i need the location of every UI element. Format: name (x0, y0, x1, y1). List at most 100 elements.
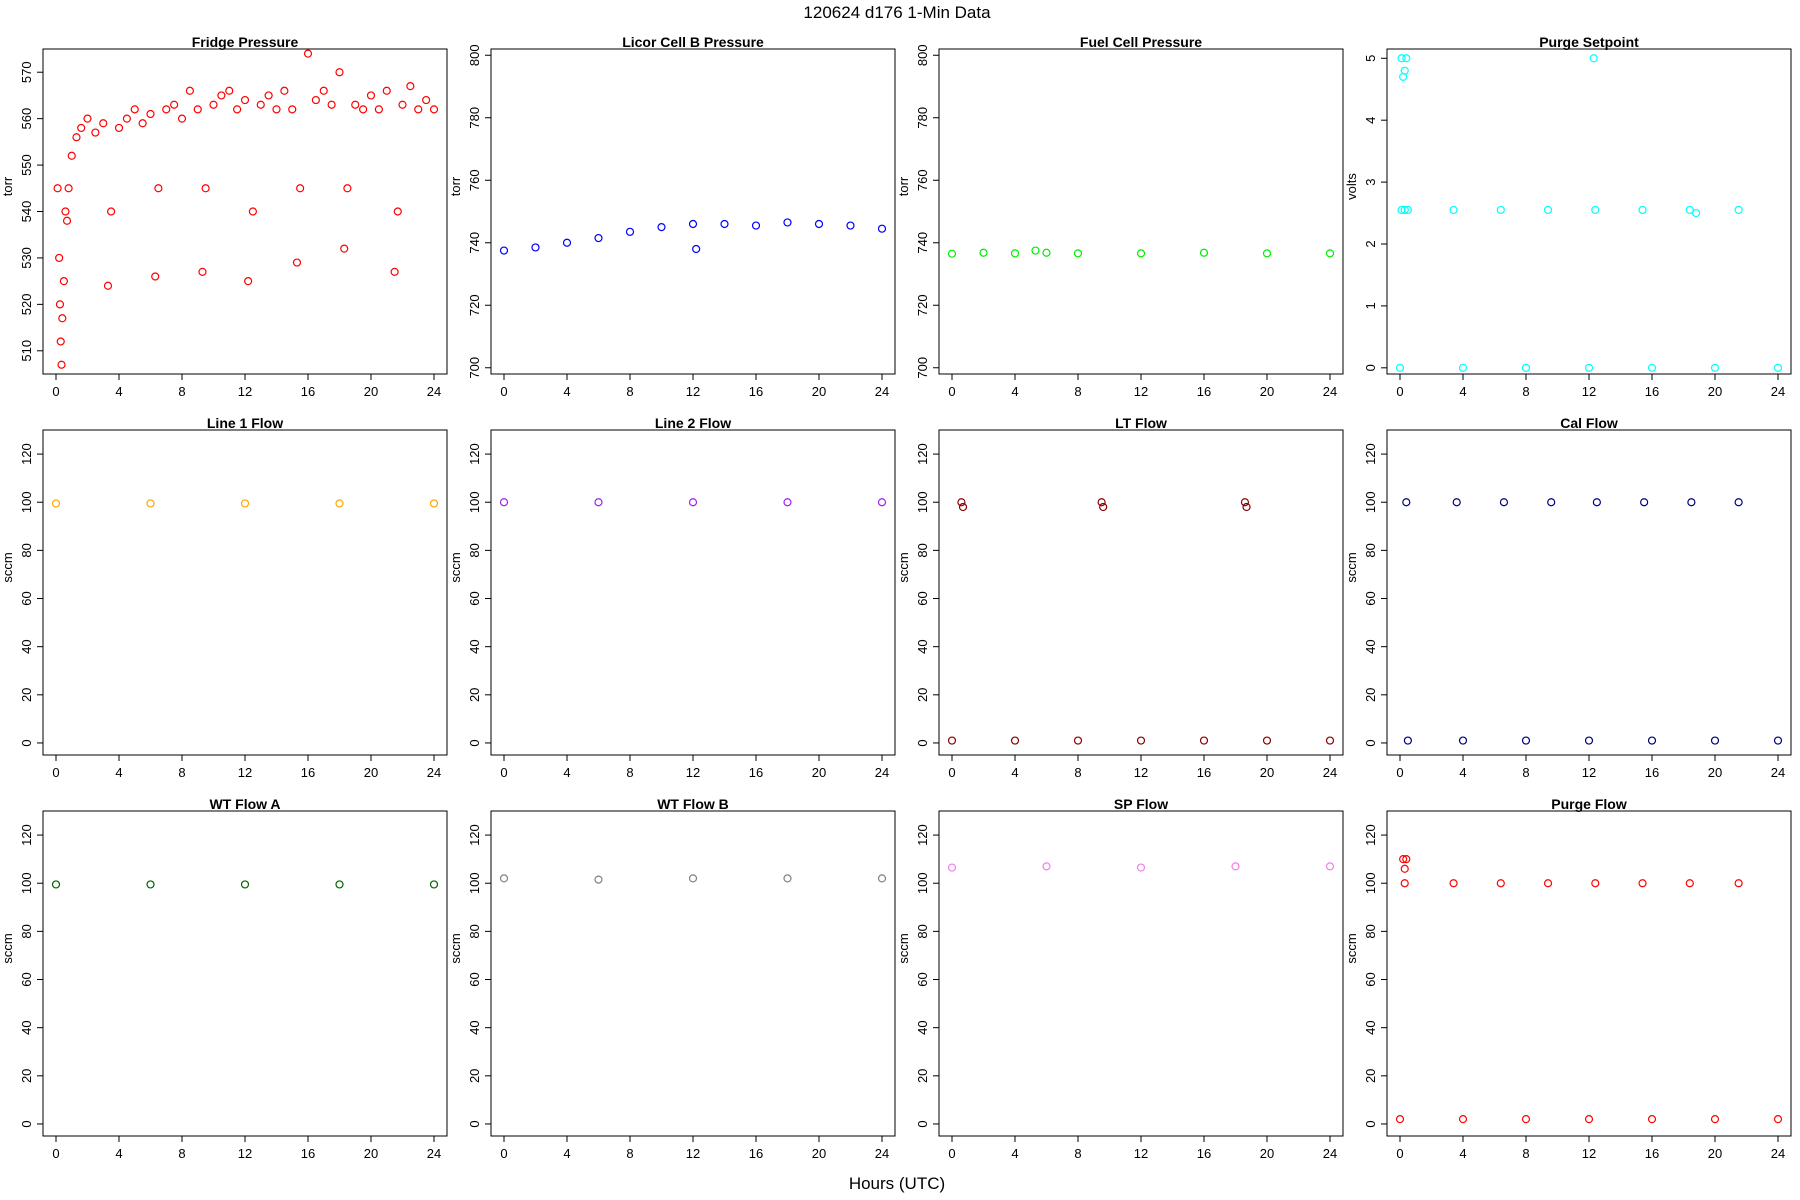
data-point (783, 218, 792, 227)
y-tick-label: 20 (467, 688, 482, 702)
x-tick-label: 0 (1396, 1146, 1403, 1161)
data-point (1773, 363, 1783, 372)
data-point (193, 105, 202, 114)
data-point (62, 216, 72, 225)
data-point (1262, 736, 1272, 745)
y-tick-label: 80 (1363, 543, 1378, 557)
x-tick-label: 8 (626, 384, 633, 399)
data-point (1402, 855, 1411, 864)
data-point (1042, 862, 1051, 871)
data-point (311, 95, 320, 105)
x-tick-label: 20 (1708, 1146, 1722, 1161)
data-point (429, 105, 439, 114)
data-point (1242, 502, 1251, 512)
y-tick-label: 0 (467, 1120, 482, 1127)
data-point (422, 95, 431, 105)
y-axis-label: sccm (0, 552, 15, 582)
data-point (594, 875, 603, 884)
panel-title: Cal Flow (1560, 415, 1618, 431)
data-point (1042, 248, 1051, 257)
data-point (1521, 736, 1531, 745)
data-point (1399, 855, 1408, 864)
x-tick-label: 0 (1396, 384, 1403, 399)
data-point (783, 498, 792, 507)
x-tick-label: 12 (238, 1146, 252, 1161)
y-tick-label: 60 (1363, 591, 1378, 605)
y-axis-label: torr (896, 176, 911, 196)
y-tick-label: 760 (915, 169, 930, 191)
data-point (185, 86, 194, 95)
panel-title: WT Flow A (209, 796, 280, 812)
y-tick-label: 120 (1363, 824, 1378, 846)
y-tick-label: 2 (1363, 240, 1378, 247)
y-axis-label: torr (448, 176, 463, 196)
y-tick-label: 5 (1363, 55, 1378, 62)
data-point (1325, 736, 1335, 745)
y-tick-label: 740 (467, 232, 482, 254)
data-point (146, 499, 155, 508)
data-point (240, 95, 250, 105)
x-tick-label: 20 (1708, 765, 1722, 780)
x-tick-label: 0 (52, 1146, 59, 1161)
data-point (154, 184, 163, 193)
y-tick-label: 60 (915, 972, 930, 986)
data-point (947, 736, 957, 745)
panel-4: Line 1 Flow 0 4 8 12 16 20 24 0 20 40 60 80 100 120 scc… (0, 415, 448, 780)
data-point (1395, 1115, 1405, 1124)
data-point (1685, 879, 1694, 888)
data-point (1458, 1115, 1468, 1124)
data-point (1710, 1115, 1720, 1124)
y-axis-label: sccm (896, 552, 911, 582)
data-point (1458, 363, 1468, 372)
data-point (979, 248, 988, 257)
x-tick-label: 8 (626, 765, 633, 780)
x-tick-label: 4 (115, 765, 122, 780)
y-tick-label: 780 (915, 107, 930, 129)
data-point (720, 219, 729, 229)
data-point (51, 499, 61, 508)
x-tick-label: 12 (1134, 765, 1148, 780)
y-axis-label: sccm (0, 933, 15, 963)
panel-title: Line 2 Flow (655, 415, 731, 431)
data-point (783, 874, 792, 883)
data-point (877, 498, 887, 507)
plot-frame (938, 48, 1344, 375)
data-point (1136, 863, 1146, 872)
x-tick-label: 16 (1645, 765, 1659, 780)
data-point (1521, 363, 1531, 372)
x-tick-label: 12 (238, 384, 252, 399)
data-point (531, 243, 540, 252)
y-tick-label: 100 (1363, 491, 1378, 513)
y-tick-label: 120 (915, 824, 930, 846)
y-tick-label: 570 (19, 61, 34, 83)
data-point (1685, 205, 1694, 215)
x-tick-label: 4 (115, 384, 122, 399)
y-tick-label: 800 (467, 44, 482, 66)
y-tick-label: 60 (467, 591, 482, 605)
data-point (657, 223, 666, 232)
data-point (56, 337, 65, 346)
data-point (1400, 864, 1409, 873)
data-point (248, 207, 257, 216)
x-tick-label: 20 (364, 765, 378, 780)
y-tick-label: 60 (915, 591, 930, 605)
x-tick-label: 4 (563, 1146, 570, 1161)
plot-frame (1386, 429, 1792, 756)
y-tick-label: 100 (19, 872, 34, 894)
data-point (1589, 54, 1598, 63)
x-tick-label: 4 (1459, 1146, 1466, 1161)
data-point (499, 246, 509, 255)
data-point (67, 151, 76, 160)
data-point (877, 224, 887, 233)
x-tick-label: 8 (1074, 1146, 1081, 1161)
panel-title: Fridge Pressure (192, 34, 299, 50)
data-point (51, 880, 61, 889)
data-point (83, 114, 92, 123)
data-point (1397, 54, 1406, 63)
y-tick-label: 20 (19, 1069, 34, 1083)
data-point (958, 502, 968, 512)
data-point (240, 880, 250, 889)
y-tick-label: 120 (467, 443, 482, 465)
x-tick-label: 0 (1396, 765, 1403, 780)
data-point (1231, 862, 1240, 871)
